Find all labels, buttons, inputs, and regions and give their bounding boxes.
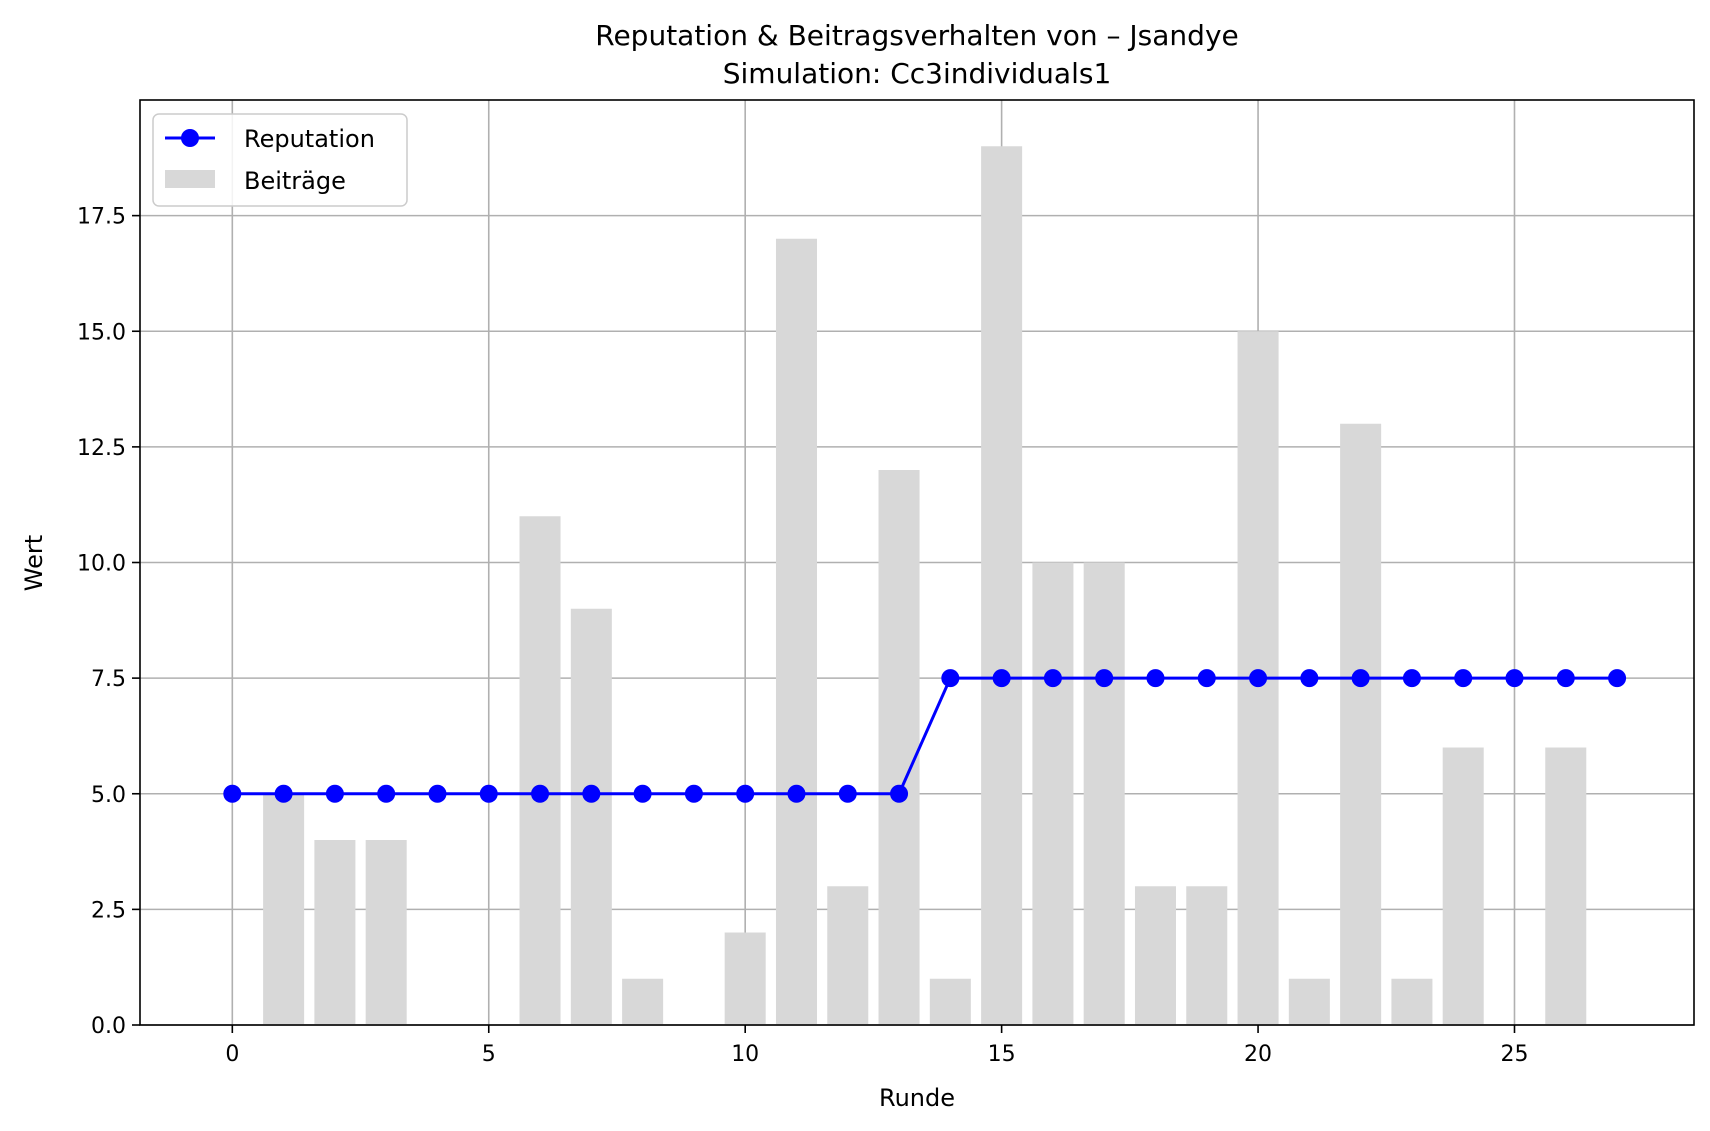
reputation-point bbox=[1146, 669, 1165, 688]
bar-beitraege bbox=[314, 840, 356, 1025]
y-tick-label: 0.0 bbox=[91, 1014, 126, 1039]
reputation-point bbox=[992, 669, 1011, 688]
y-tick-label: 17.5 bbox=[77, 205, 126, 230]
bar-beitraege bbox=[1288, 978, 1330, 1025]
reputation-point bbox=[479, 784, 498, 803]
bar-beitraege bbox=[1032, 562, 1074, 1025]
reputation-point bbox=[1351, 669, 1370, 688]
bar-beitraege bbox=[622, 978, 664, 1025]
reputation-point bbox=[1197, 669, 1216, 688]
reputation-point bbox=[736, 784, 755, 803]
x-tick-label: 25 bbox=[1500, 1042, 1528, 1067]
y-tick-label: 7.5 bbox=[91, 667, 126, 692]
y-axis-label: Wert bbox=[20, 535, 48, 591]
legend-reputation-label: Reputation bbox=[244, 125, 375, 153]
reputation-point bbox=[1402, 669, 1421, 688]
bar-beitraege bbox=[1391, 978, 1433, 1025]
bar-beitraege bbox=[878, 470, 920, 1025]
reputation-point bbox=[1249, 669, 1268, 688]
reputation-point bbox=[941, 669, 960, 688]
bar-beitraege bbox=[827, 886, 869, 1025]
y-tick-label: 12.5 bbox=[77, 436, 126, 461]
x-tick-label: 20 bbox=[1244, 1042, 1272, 1067]
reputation-point bbox=[1300, 669, 1319, 688]
bar-beitraege bbox=[1134, 886, 1176, 1025]
chart-title: Reputation & Beitragsverhalten von – Jsa… bbox=[595, 19, 1239, 52]
y-tick-label: 15.0 bbox=[77, 320, 126, 345]
bar-beitraege bbox=[775, 238, 817, 1025]
legend-reputation-marker bbox=[181, 129, 199, 147]
reputation-point bbox=[223, 784, 242, 803]
axes-layer: 0 5 10 15 20 25 0.0 2.5 5.0 7.5 10.0 12.5 15.0 17.5 bbox=[77, 99, 1695, 1067]
x-tick-label: 0 bbox=[225, 1042, 239, 1067]
x-axis-label: Runde bbox=[879, 1084, 955, 1112]
bar-beitraege bbox=[519, 516, 561, 1025]
bar-beitraege bbox=[365, 840, 407, 1025]
y-tick-label: 2.5 bbox=[91, 898, 126, 923]
legend-beitraege-swatch bbox=[165, 170, 215, 188]
reputation-point bbox=[838, 784, 857, 803]
bar-beitraege bbox=[1186, 886, 1228, 1025]
y-tick-label: 10.0 bbox=[77, 552, 126, 577]
line-layer bbox=[223, 669, 1627, 803]
bar-beitraege bbox=[263, 793, 305, 1025]
reputation-point bbox=[1043, 669, 1062, 688]
reputation-point bbox=[274, 784, 293, 803]
bar-beitraege bbox=[929, 978, 971, 1025]
reputation-point bbox=[1608, 669, 1627, 688]
reputation-point bbox=[1095, 669, 1114, 688]
reputation-line bbox=[232, 676, 1618, 796]
reputation-point bbox=[787, 784, 806, 803]
legend-frame bbox=[152, 113, 408, 207]
reputation-point bbox=[684, 784, 703, 803]
reputation-point bbox=[582, 784, 601, 803]
bar-beitraege bbox=[1083, 562, 1125, 1025]
reputation-point bbox=[325, 784, 344, 803]
bar-beitraege bbox=[1442, 747, 1484, 1025]
reputation-point bbox=[428, 784, 447, 803]
reputation-point bbox=[531, 784, 550, 803]
bar-beitraege bbox=[981, 146, 1023, 1025]
reputation-point bbox=[890, 784, 909, 803]
x-tick-label: 10 bbox=[731, 1042, 759, 1067]
reputation-point bbox=[377, 784, 396, 803]
bar-beitraege bbox=[724, 932, 766, 1025]
x-tick-label: 5 bbox=[482, 1042, 496, 1067]
chart-subtitle: Simulation: Cc3individuals1 bbox=[723, 57, 1112, 90]
legend: Reputation Beiträge bbox=[152, 113, 408, 207]
legend-beitraege-label: Beiträge bbox=[244, 167, 346, 195]
bars-layer bbox=[263, 146, 1587, 1025]
bar-beitraege bbox=[1340, 423, 1382, 1025]
reputation-point bbox=[633, 784, 652, 803]
reputation-point bbox=[1505, 669, 1524, 688]
reputation-point bbox=[1556, 669, 1575, 688]
bar-beitraege bbox=[570, 608, 612, 1025]
x-tick-label: 15 bbox=[988, 1042, 1016, 1067]
y-tick-label: 5.0 bbox=[91, 783, 126, 808]
reputation-point bbox=[1454, 669, 1473, 688]
bar-beitraege bbox=[1545, 747, 1587, 1025]
